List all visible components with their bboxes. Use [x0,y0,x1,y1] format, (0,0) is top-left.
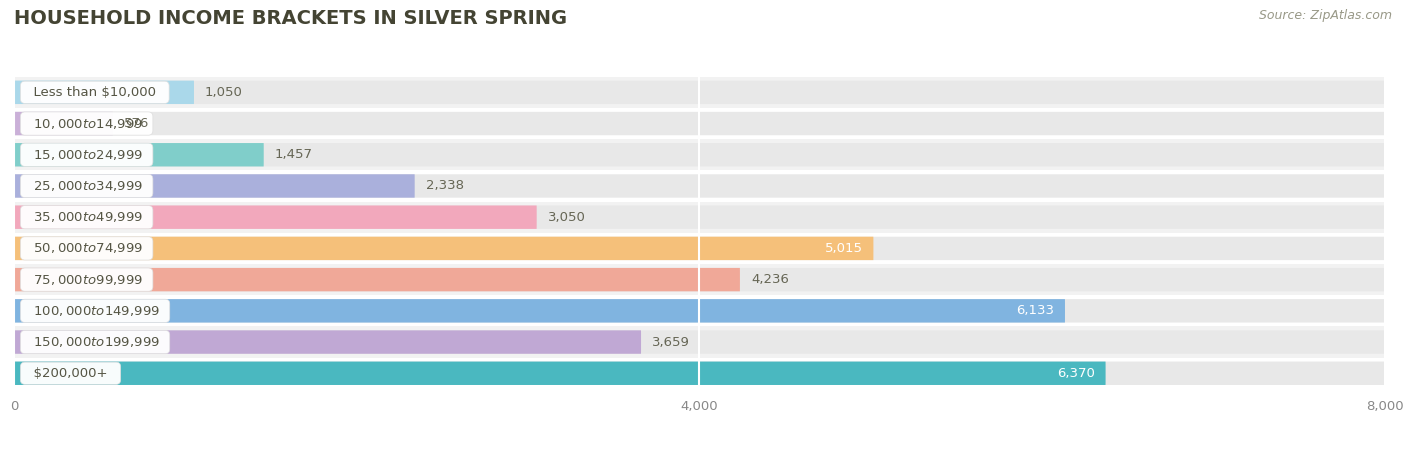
Text: $35,000 to $49,999: $35,000 to $49,999 [25,210,148,224]
Text: Less than $10,000: Less than $10,000 [25,86,165,99]
FancyBboxPatch shape [14,202,1385,233]
Text: 3,050: 3,050 [548,211,585,224]
FancyBboxPatch shape [14,361,1105,385]
Text: 5,015: 5,015 [824,242,862,255]
FancyBboxPatch shape [14,77,1385,108]
Text: Source: ZipAtlas.com: Source: ZipAtlas.com [1258,9,1392,22]
FancyBboxPatch shape [14,299,1385,322]
Text: $25,000 to $34,999: $25,000 to $34,999 [25,179,148,193]
Text: $50,000 to $74,999: $50,000 to $74,999 [25,242,148,255]
FancyBboxPatch shape [14,143,1385,167]
Text: 576: 576 [124,117,149,130]
FancyBboxPatch shape [14,112,112,135]
FancyBboxPatch shape [14,233,1385,264]
Text: 6,370: 6,370 [1057,367,1095,380]
Text: 3,659: 3,659 [652,335,690,348]
FancyBboxPatch shape [14,81,194,104]
FancyBboxPatch shape [14,206,537,229]
Text: 4,236: 4,236 [751,273,789,286]
FancyBboxPatch shape [14,139,1385,170]
FancyBboxPatch shape [14,358,1385,389]
FancyBboxPatch shape [14,330,641,354]
FancyBboxPatch shape [14,81,1385,104]
FancyBboxPatch shape [14,143,264,167]
FancyBboxPatch shape [14,330,1385,354]
FancyBboxPatch shape [14,326,1385,358]
Text: HOUSEHOLD INCOME BRACKETS IN SILVER SPRING: HOUSEHOLD INCOME BRACKETS IN SILVER SPRI… [14,9,567,28]
FancyBboxPatch shape [14,237,1385,260]
Text: $75,000 to $99,999: $75,000 to $99,999 [25,273,148,286]
FancyBboxPatch shape [14,361,1385,385]
Text: $100,000 to $149,999: $100,000 to $149,999 [25,304,165,318]
FancyBboxPatch shape [14,268,1385,291]
FancyBboxPatch shape [14,295,1385,326]
FancyBboxPatch shape [14,112,1385,135]
Text: 1,457: 1,457 [274,148,312,161]
FancyBboxPatch shape [14,268,740,291]
FancyBboxPatch shape [14,108,1385,139]
FancyBboxPatch shape [14,174,415,198]
Text: 2,338: 2,338 [426,180,464,193]
FancyBboxPatch shape [14,174,1385,198]
Text: 1,050: 1,050 [205,86,243,99]
FancyBboxPatch shape [14,264,1385,295]
Text: 6,133: 6,133 [1017,304,1054,317]
Text: $200,000+: $200,000+ [25,367,117,380]
FancyBboxPatch shape [14,237,873,260]
FancyBboxPatch shape [14,170,1385,202]
Text: $10,000 to $14,999: $10,000 to $14,999 [25,117,148,131]
FancyBboxPatch shape [14,206,1385,229]
Text: $150,000 to $199,999: $150,000 to $199,999 [25,335,165,349]
FancyBboxPatch shape [14,299,1064,322]
Text: $15,000 to $24,999: $15,000 to $24,999 [25,148,148,162]
